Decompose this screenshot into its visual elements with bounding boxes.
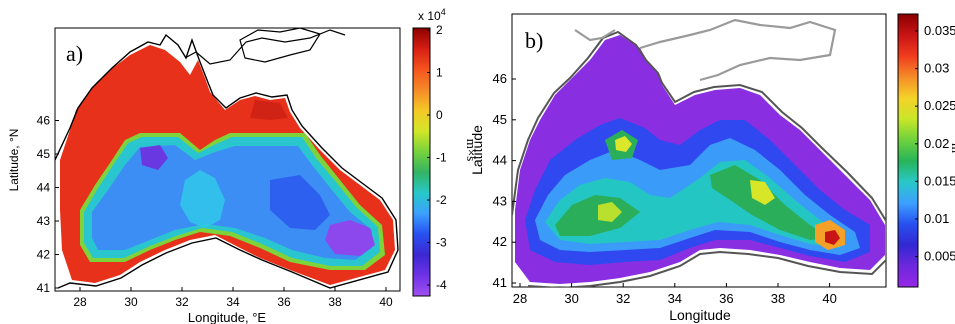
- panel-b-y-tick-label: 42: [493, 234, 507, 249]
- panel-b-field-yellow-nw: [615, 136, 632, 152]
- panel-a-field: [55, 28, 399, 289]
- panel-b-y-tick-label: 43: [493, 193, 507, 208]
- panel-a-colorbar-tick-label: 1: [436, 66, 443, 80]
- panel-b-colorbar-tick-label: 0.025: [924, 98, 955, 113]
- panel-b-colorbar-ticks: 0.035 0.03 0.025 0.02 0.015 0.01 0.005: [915, 23, 955, 264]
- panel-a-interior-blue: [92, 145, 372, 260]
- panel-b-field-green: [555, 195, 640, 236]
- panel-b-x-ticks: 28 30 32 34 36 38 40: [513, 283, 837, 306]
- panel-b-crimea-outline: [639, 18, 837, 82]
- panel-b: 28 30 32 34 36 38 40 41 42 43 44 45 46 b) Longitude…: [469, 13, 955, 323]
- panel-a-x-tick-label: 38: [328, 295, 342, 309]
- panel-a-sea-darkred: [250, 100, 288, 120]
- panel-a-sea-of-azov: [239, 28, 321, 63]
- panel-b-colorbar-tick-label: 0.005: [924, 249, 955, 264]
- panel-a-colorbar-tick-label: -2: [436, 193, 447, 207]
- panel-b-field-hotspot-red: [825, 230, 840, 245]
- panel-b-xlabel: Longitude: [669, 307, 731, 323]
- panel-a-interior-purple-nw: [140, 145, 168, 170]
- panel-a-y-tick-label: 43: [37, 214, 51, 228]
- panel-a-x-tick-label: 36: [277, 295, 291, 309]
- panel-a-colorbar-tick-label: 0: [436, 108, 443, 122]
- panel-b-field: [512, 18, 886, 287]
- panel-a-y-tick-label: 44: [37, 181, 51, 195]
- panel-b-y-tick-label: 44: [493, 153, 507, 168]
- panel-a-coastline: [55, 33, 399, 289]
- panel-a-colorbar-ticks: 2 1 0 -1 -2 -3 -4: [427, 23, 447, 292]
- panel-b-x-tick-label: 32: [616, 291, 630, 306]
- panel-a-x-tick-label: 30: [124, 295, 138, 309]
- panel-a-ylabel: Latitude, °N: [7, 129, 21, 192]
- panel-b-x-tick-label: 38: [771, 291, 785, 306]
- panel-a-x-tick-label: 40: [379, 295, 393, 309]
- panel-a-colorbar-exponent-base: x 10: [418, 9, 441, 23]
- panel-a-colorbar: [412, 27, 431, 297]
- panel-b-caspian-edge: [574, 29, 616, 42]
- panel-b-colorbar-tick-label: 0.01: [924, 211, 949, 226]
- panel-a-interior-purple: [325, 220, 375, 256]
- panel-b-y-ticks: 41 42 43 44 45 46: [493, 71, 516, 290]
- panel-a-y-tick-label: 45: [37, 147, 51, 161]
- panel-a-x-tick-label: 32: [175, 295, 189, 309]
- panel-a-y-tick-label: 46: [37, 114, 51, 128]
- panel-b-colorbar: [897, 13, 919, 288]
- panel-b-label: b): [525, 28, 543, 53]
- panel-a-y-tick-label: 42: [37, 248, 51, 262]
- panel-b-x-tick-label: 30: [564, 291, 578, 306]
- panel-a-colorbar-tick-label: -3: [436, 236, 447, 250]
- panel-b-x-tick-label: 36: [719, 291, 733, 306]
- panel-a-xlabel: Longitude, °E: [188, 310, 267, 324]
- panel-b-x-tick-label: 34: [668, 291, 682, 306]
- panel-a-interior-lightcyan: [180, 170, 225, 228]
- panel-b-colorbar-tick-label: 0.015: [924, 173, 955, 188]
- panel-b-x-tick-label: 28: [513, 291, 527, 306]
- panel-a-x-tick-label: 28: [73, 295, 87, 309]
- panel-b-colorbar-tick-label: 0.03: [924, 61, 949, 76]
- panel-a-interior-deepblue: [270, 175, 330, 230]
- panel-b-colorbar-tick-label: 0.035: [924, 23, 955, 38]
- panel-b-field-yellowgreen: [598, 202, 622, 222]
- panel-a-y-ticks: 41 42 43 44 45 46: [37, 114, 59, 295]
- panel-b-field-green-east: [710, 165, 830, 240]
- panel-b-coastline: [512, 30, 886, 287]
- panel-a-colorbar-tick-label: -1: [436, 151, 447, 165]
- panel-b-colorbar-tick-label: 0.02: [924, 136, 949, 151]
- panel-b-field-yellow-east: [750, 180, 775, 205]
- panel-a-colorbar-exponent-power: 4: [441, 7, 446, 17]
- panel-b-y-tick-label: 46: [493, 71, 507, 86]
- panel-b-y-tick-label: 45: [493, 112, 507, 127]
- panel-a-y-tick-label: 41: [37, 281, 51, 295]
- panel-a-colorbar-tick-label: 2: [436, 23, 443, 37]
- panel-b-y-tick-label: 41: [493, 275, 507, 290]
- panel-b-x-tick-label: 40: [822, 291, 836, 306]
- panel-a-x-ticks: 28 30 32 34 36 38 40: [73, 287, 393, 309]
- panel-a-colorbar-tick-label: -4: [436, 278, 447, 292]
- panel-a-colorbar-unit: m×s: [464, 139, 479, 162]
- panel-b-colorbar-unit: m: [949, 143, 955, 153]
- panel-a-x-tick-label: 34: [226, 295, 240, 309]
- panel-a-label: a): [66, 41, 83, 66]
- panel-a-colorbar-exponent: x 104: [418, 7, 446, 23]
- panel-b-ylabel: Latitude: [469, 125, 485, 175]
